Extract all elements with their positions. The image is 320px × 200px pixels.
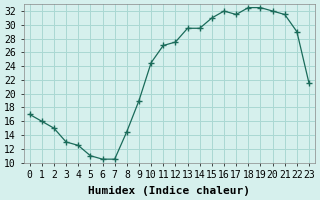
X-axis label: Humidex (Indice chaleur): Humidex (Indice chaleur) bbox=[88, 186, 250, 196]
